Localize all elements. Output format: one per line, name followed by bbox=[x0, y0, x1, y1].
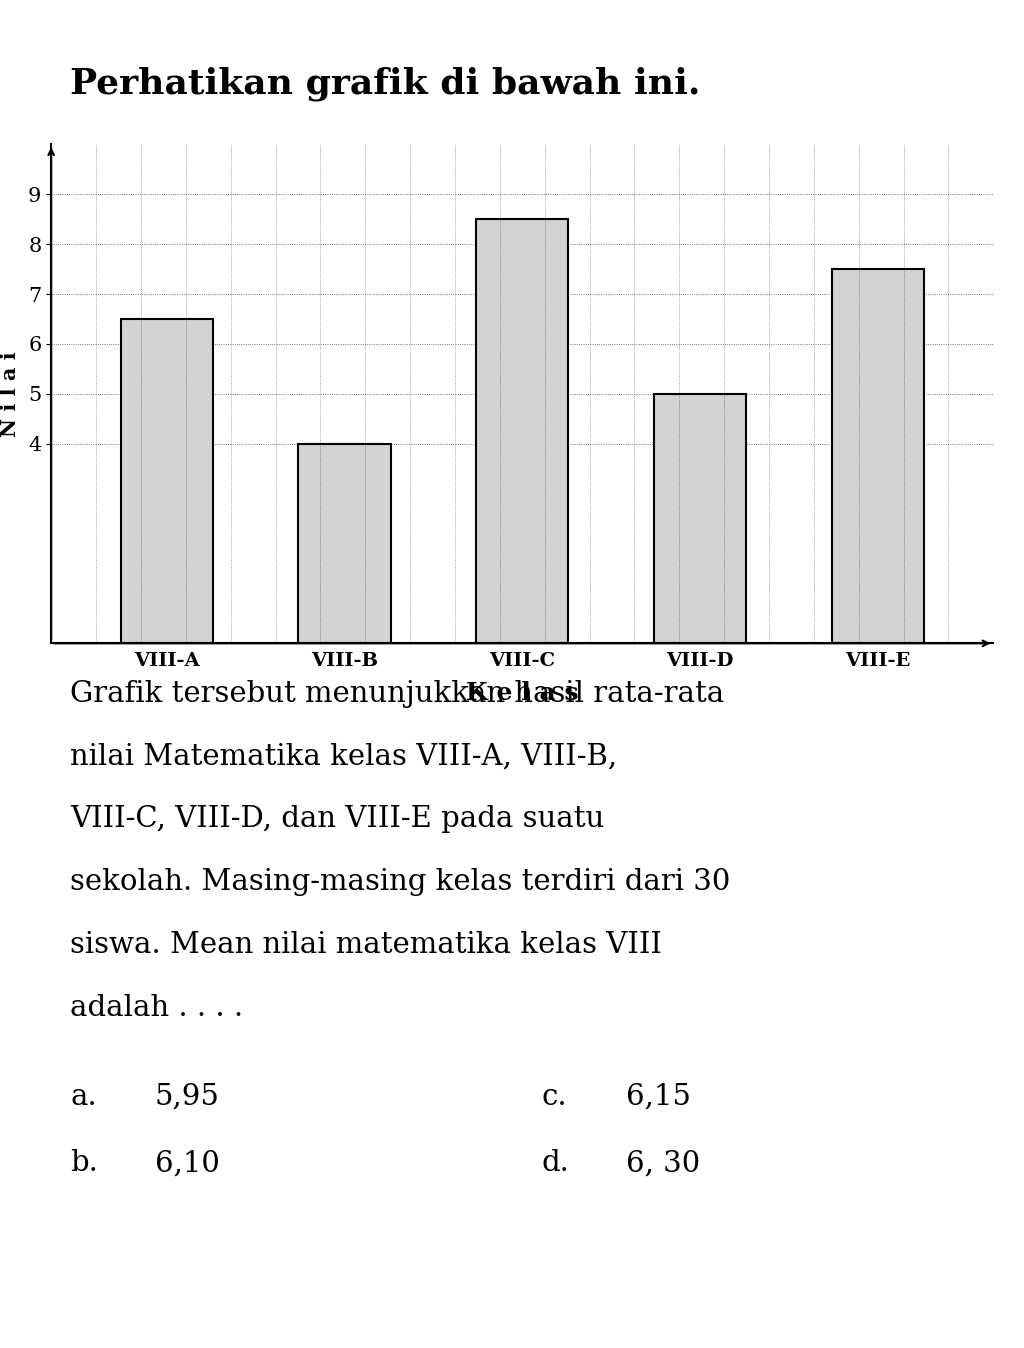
Text: 6, 30: 6, 30 bbox=[626, 1148, 700, 1177]
Bar bbox=[653, 394, 746, 643]
Text: VIII-C, VIII-D, dan VIII-E pada suatu: VIII-C, VIII-D, dan VIII-E pada suatu bbox=[70, 805, 604, 833]
Bar bbox=[121, 319, 213, 643]
Text: siswa. Mean nilai matematika kelas VIII: siswa. Mean nilai matematika kelas VIII bbox=[70, 931, 662, 958]
Bar bbox=[831, 270, 924, 643]
Text: 6,10: 6,10 bbox=[155, 1148, 220, 1177]
Text: nilai Matematika kelas VIII-A, VIII-B,: nilai Matematika kelas VIII-A, VIII-B, bbox=[70, 743, 617, 771]
Bar bbox=[476, 220, 568, 643]
Text: Perhatikan grafik di bawah ini.: Perhatikan grafik di bawah ini. bbox=[70, 67, 700, 101]
Text: adalah . . . .: adalah . . . . bbox=[70, 993, 243, 1022]
Text: a.: a. bbox=[70, 1082, 97, 1111]
Text: c.: c. bbox=[541, 1082, 566, 1111]
Y-axis label: N i l a i: N i l a i bbox=[0, 350, 19, 437]
Text: b.: b. bbox=[70, 1148, 98, 1177]
X-axis label: K e l a s: K e l a s bbox=[466, 681, 579, 705]
Text: 5,95: 5,95 bbox=[155, 1082, 220, 1111]
Text: d.: d. bbox=[541, 1148, 569, 1177]
Text: sekolah. Masing-masing kelas terdiri dari 30: sekolah. Masing-masing kelas terdiri dar… bbox=[70, 868, 730, 896]
Text: Grafik tersebut menunjukkan hasil rata-rata: Grafik tersebut menunjukkan hasil rata-r… bbox=[70, 679, 724, 708]
Bar bbox=[298, 443, 391, 643]
Text: 6,15: 6,15 bbox=[626, 1082, 691, 1111]
